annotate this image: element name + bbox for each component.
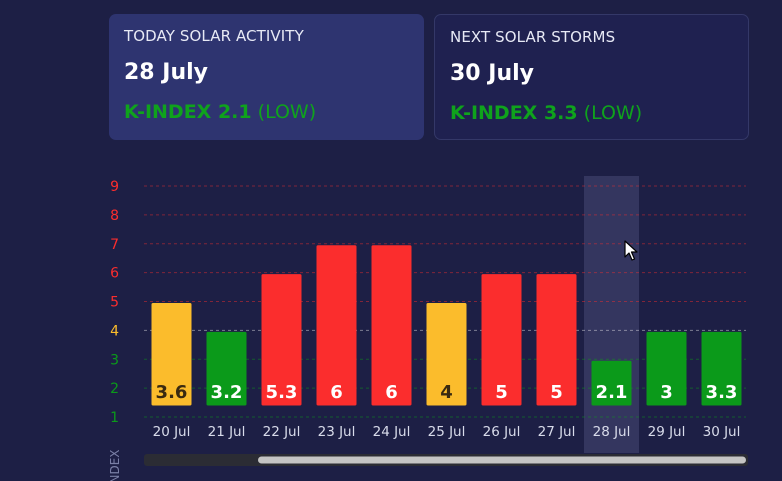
bar	[151, 302, 192, 406]
bar-value-label: 5.3	[266, 382, 298, 403]
bar-value-label: 3.3	[706, 382, 738, 403]
bar	[536, 274, 577, 406]
x-tick-label: 26 Jul	[483, 424, 521, 440]
y-tick-label: 8	[110, 208, 119, 224]
y-axis-label: K-INDEX	[108, 450, 122, 481]
bar-value-label: 6	[385, 382, 398, 403]
kindex-level: (LOW)	[257, 101, 317, 123]
card-kindex: K-INDEX 2.1 (LOW)	[124, 101, 409, 123]
bar	[646, 331, 687, 406]
today-highlight-column	[584, 176, 639, 453]
today-solar-activity-card[interactable]: TODAY SOLAR ACTIVITY 28 July K-INDEX 2.1…	[109, 14, 424, 140]
x-tick-label: 22 Jul	[263, 424, 301, 440]
scrollbar-thumb[interactable]	[258, 456, 746, 464]
x-tick-label: 29 Jul	[648, 424, 686, 440]
bar-value-label: 4	[440, 382, 453, 403]
card-date: 28 July	[124, 60, 209, 85]
bar-value-label: 3	[660, 382, 673, 403]
x-tick-label: 30 Jul	[703, 424, 741, 440]
card-title: NEXT SOLAR STORMS	[450, 28, 616, 46]
y-tick-label: 2	[110, 381, 119, 397]
bar	[426, 302, 467, 406]
bar	[261, 274, 302, 406]
x-tick-label: 27 Jul	[538, 424, 576, 440]
x-tick-label: 24 Jul	[373, 424, 411, 440]
bar-value-label: 6	[330, 382, 343, 403]
x-tick-label: 25 Jul	[428, 424, 466, 440]
bar-value-label: 2.1	[596, 382, 628, 403]
kindex-value: K-INDEX 2.1	[124, 101, 252, 123]
y-tick-label: 7	[110, 237, 119, 253]
mouse-pointer-icon	[624, 240, 638, 261]
bar	[701, 331, 742, 406]
x-tick-label: 28 Jul	[593, 424, 631, 440]
y-tick-label: 3	[110, 352, 119, 368]
kindex-level: (LOW)	[583, 102, 643, 124]
y-tick-label: 1	[110, 410, 119, 426]
bar-value-label: 3.6	[156, 382, 188, 403]
bar	[316, 245, 357, 406]
y-tick-label: 9	[110, 179, 119, 195]
y-tick-label: 5	[110, 295, 119, 311]
bar-value-label: 5	[495, 382, 508, 403]
x-tick-label: 21 Jul	[208, 424, 246, 440]
bar	[206, 331, 247, 406]
kindex-value: K-INDEX 3.3	[450, 102, 578, 124]
bar-value-label: 5	[550, 382, 563, 403]
card-title: TODAY SOLAR ACTIVITY	[124, 27, 304, 45]
y-tick-label: 6	[110, 266, 119, 282]
card-date: 30 July	[450, 61, 535, 86]
bar	[481, 274, 522, 406]
x-tick-label: 20 Jul	[153, 424, 191, 440]
bar	[591, 360, 632, 406]
x-tick-label: 23 Jul	[318, 424, 356, 440]
bar-value-label: 3.2	[211, 382, 243, 403]
card-kindex: K-INDEX 3.3 (LOW)	[450, 102, 733, 124]
y-tick-label: 4	[110, 323, 119, 339]
next-solar-storms-card[interactable]: NEXT SOLAR STORMS 30 July K-INDEX 3.3 (L…	[434, 14, 749, 140]
bar	[371, 245, 412, 406]
